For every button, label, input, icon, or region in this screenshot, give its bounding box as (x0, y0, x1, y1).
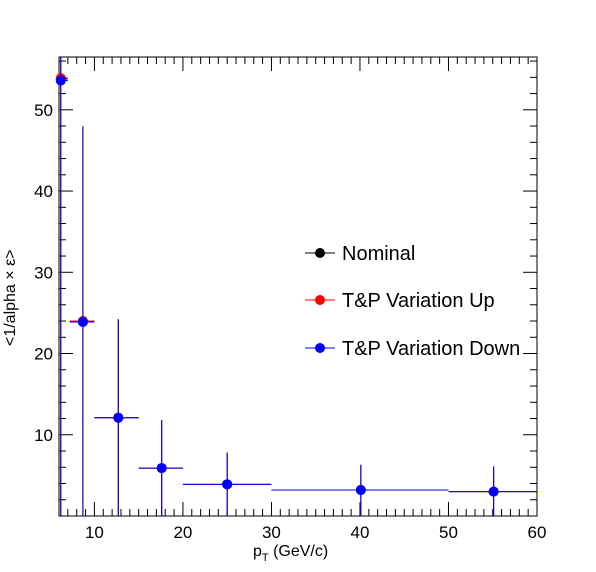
data-point (222, 479, 233, 490)
x-tick-label: 40 (351, 523, 370, 542)
data-point (77, 316, 88, 327)
series-2 (55, 57, 537, 516)
x-axis-title: pT (GeV/c) (253, 543, 328, 564)
legend-marker (315, 248, 325, 258)
legend-marker (315, 295, 325, 305)
plot-frame (58, 56, 538, 517)
x-axis-title-subscript: T (262, 552, 269, 564)
y-axis-title: <1/alpha × ε> (2, 249, 19, 346)
x-axis-title-rest: (GeV/c) (269, 543, 329, 560)
data-point (488, 486, 499, 497)
y-tick-label: 30 (34, 263, 53, 282)
y-tick-label: 10 (34, 426, 53, 445)
series-layer (55, 57, 537, 516)
legend-marker (315, 343, 325, 353)
data-point (113, 412, 124, 423)
series-1 (55, 57, 537, 516)
x-tick-label: 30 (262, 523, 281, 542)
x-tick-label: 10 (85, 523, 104, 542)
legend-label: T&P Variation Down (342, 338, 520, 360)
legend-label: T&P Variation Up (342, 290, 495, 312)
y-tick-label: 40 (34, 182, 53, 201)
data-point (156, 463, 167, 474)
legend: Nominal T&P Variation Up T&P Variation Dow… (305, 243, 520, 360)
legend-label: Nominal (342, 243, 415, 265)
y-tick-label: 50 (34, 101, 53, 120)
data-point (355, 485, 366, 496)
x-tick-label: 20 (173, 523, 192, 542)
x-axis-title-main: p (253, 543, 262, 560)
data-point (55, 75, 66, 86)
x-tick-label: 50 (439, 523, 458, 542)
y-tick-label: 20 (34, 345, 53, 364)
x-tick-label: 60 (528, 523, 547, 542)
axes-layer: 10 20 30 40 50 60 10 20 30 40 50 (34, 57, 546, 542)
series-0 (55, 57, 537, 516)
